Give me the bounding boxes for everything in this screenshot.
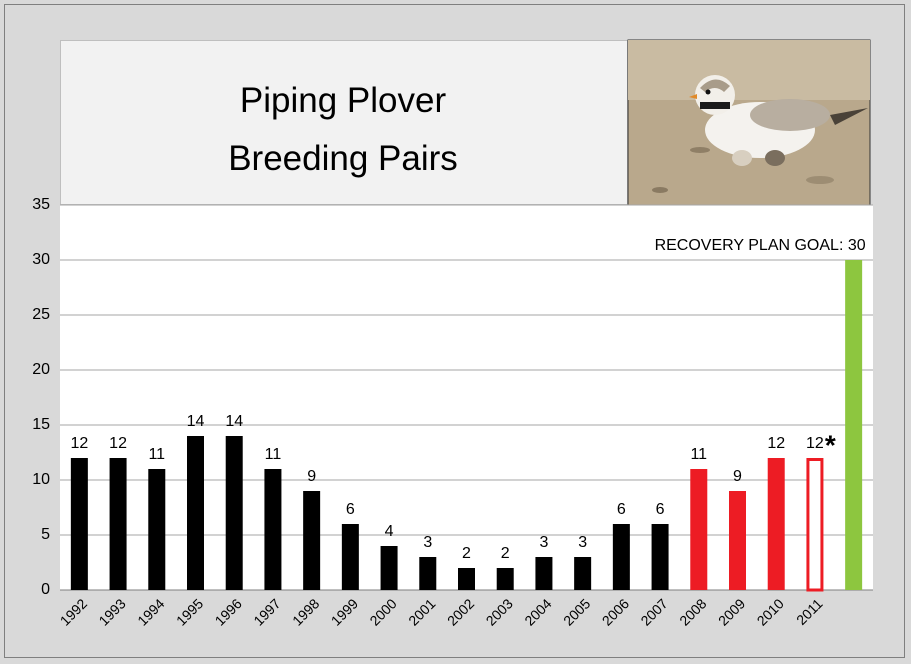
value-label: 6 [617, 501, 626, 518]
bar [652, 524, 669, 590]
x-tick-label: 2000 [366, 595, 399, 628]
bar [187, 436, 204, 590]
bar [71, 458, 88, 590]
bar [574, 557, 591, 590]
x-tick-label: 2004 [521, 595, 554, 628]
value-label: 2 [462, 545, 471, 562]
x-tick-label: 2005 [560, 595, 593, 628]
chart: 0 5 10 15 20 25 30 35 12 1992 12 1993 11 1994 14 1995 14… [0, 0, 911, 664]
value-label: 12 [109, 435, 127, 452]
y-tick-label: 15 [32, 416, 50, 433]
x-tick-label: 2008 [676, 595, 709, 628]
value-label: 12 [767, 435, 785, 452]
x-tick-label: 2002 [444, 595, 477, 628]
y-tick-label: 35 [32, 196, 50, 213]
bar [458, 568, 475, 590]
bar [303, 491, 320, 590]
y-tick-label: 0 [41, 581, 50, 598]
bar [535, 557, 552, 590]
x-tick-label: 1997 [250, 595, 283, 628]
value-label: 6 [346, 501, 355, 518]
bar [148, 469, 165, 590]
value-label: 9 [307, 468, 316, 485]
bar [110, 458, 127, 590]
bar [768, 458, 785, 590]
bar [264, 469, 281, 590]
bar [690, 469, 707, 590]
y-tick-label: 10 [32, 471, 50, 488]
value-label: 3 [539, 534, 548, 551]
y-tick-label: 5 [41, 526, 50, 543]
value-label: 3 [578, 534, 587, 551]
value-label: 11 [148, 446, 165, 463]
bar [381, 546, 398, 590]
x-tick-label: 1996 [212, 595, 245, 628]
value-label: 2 [501, 545, 510, 562]
value-label: RECOVERY PLAN GOAL: 30 [655, 237, 866, 254]
x-tick-label: 1993 [95, 595, 128, 628]
x-tick-label: 1995 [173, 595, 206, 628]
annotation: * [825, 429, 836, 460]
page: {"chart_data": {"type": "bar", "title": … [0, 0, 911, 664]
value-label: 3 [423, 534, 432, 551]
x-tick-label: 2001 [405, 595, 438, 628]
x-tick-label: 2007 [637, 595, 670, 628]
bar [613, 524, 630, 590]
bar [729, 491, 746, 590]
bird-photo [628, 40, 870, 205]
x-tick-label: 1999 [328, 595, 361, 628]
x-tick-label: 2011 [793, 595, 826, 628]
plot-area [60, 205, 873, 590]
bar [419, 557, 436, 590]
bar [845, 260, 862, 590]
value-label: 11 [265, 446, 282, 463]
value-label: 6 [656, 501, 665, 518]
value-label: 14 [187, 413, 205, 430]
bar [497, 568, 514, 590]
bar [342, 524, 359, 590]
x-tick-label: 2010 [754, 595, 787, 628]
value-label: 4 [385, 523, 394, 540]
x-tick-label: 2009 [715, 595, 748, 628]
y-tick-label: 25 [32, 306, 50, 323]
x-tick-label: 1998 [289, 595, 322, 628]
bar [226, 436, 243, 590]
x-tick-label: 2006 [599, 595, 632, 628]
y-tick-label: 20 [32, 361, 50, 378]
value-label: 11 [690, 446, 707, 463]
x-tick-label: 1992 [57, 595, 90, 628]
value-label: 14 [225, 413, 243, 430]
value-label: 9 [733, 468, 742, 485]
value-label: 12 [70, 435, 88, 452]
bar [808, 460, 822, 591]
x-tick-label: 2003 [483, 595, 516, 628]
value-label: 12 [806, 435, 824, 452]
x-tick-label: 1994 [134, 595, 167, 628]
y-tick-label: 30 [32, 251, 50, 268]
